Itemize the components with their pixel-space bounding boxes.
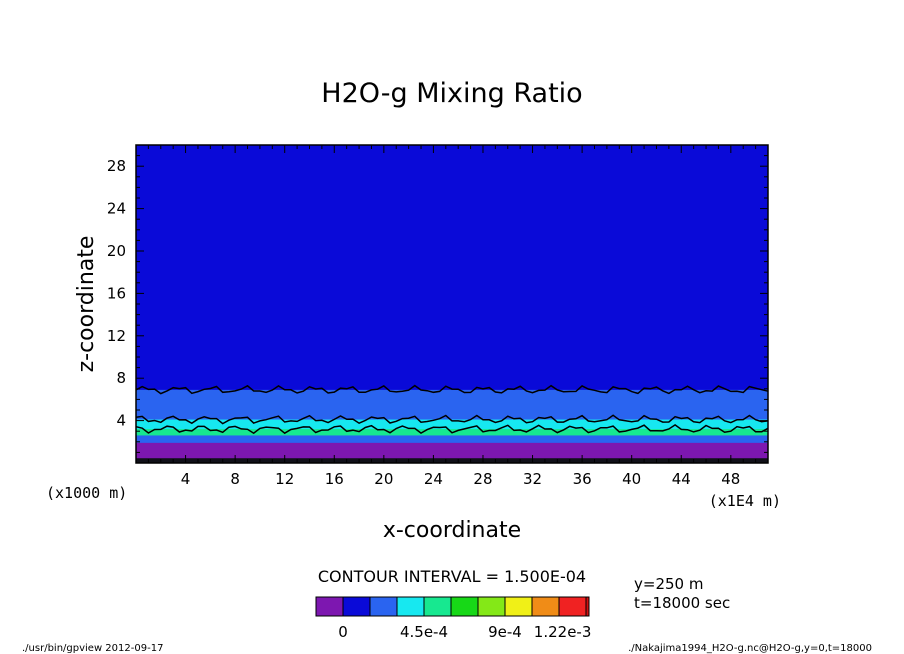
x-tick-label: 12 [275,470,294,488]
x-axis-label: x-coordinate [383,518,521,543]
y-tick-label: 12 [107,327,126,345]
contour-line-2 [135,423,769,435]
x-tick-label: 28 [473,470,492,488]
colorbar-swatch-6 [477,596,506,617]
x-tick-label: 16 [325,470,344,488]
colorbar-tick-label: 4.5e-4 [400,623,448,641]
colorbar-swatch-9 [558,596,587,617]
x-tick-label: 36 [573,470,592,488]
colorbar-swatch-8 [531,596,560,617]
x-axis-ticks: 4 8 12 16 20 24 28 32 36 40 44 48 [147,145,757,488]
colorbar-swatch-2 [369,596,398,617]
x-unit-label: (x1000 m) [46,484,127,502]
x-tick-label: 24 [424,470,443,488]
y-tick-label: 20 [107,242,126,260]
contour-line-1 [135,414,769,425]
contour-interval-label: CONTOUR INTERVAL = 1.500E-04 [318,567,586,586]
x-tick-label: 44 [672,470,691,488]
y-tick-label: 28 [107,157,126,175]
x-tick-label: 4 [181,470,191,488]
footer-left: ./usr/bin/gpview 2012-09-17 [22,643,163,654]
y-axis-ticks: 4 8 12 16 20 24 28 [107,155,768,453]
contour-layer-5 [136,442,768,463]
x-tick-label: 40 [622,470,641,488]
y-axis-label: z-coordinate [74,236,99,373]
colorbar-labels: 0 4.5e-4 9e-4 1.22e-3 [338,623,591,641]
colorbar [315,596,590,617]
y-tick-label: 8 [116,369,126,387]
x-tick-label: 32 [523,470,542,488]
colorbar-swatch-1 [342,596,371,617]
x-scale-note: (x1E4 m) [709,492,781,510]
x-tick-label: 20 [374,470,393,488]
y-tick-label: 4 [116,412,126,430]
x-tick-label: 8 [230,470,240,488]
contour-line-0 [135,384,769,395]
colorbar-overflow-cap [585,596,590,617]
colorbar-swatch-0 [315,596,344,617]
y-tick-label: 24 [107,200,126,218]
colorbar-swatch-7 [504,596,533,617]
colorbar-swatch-3 [396,596,425,617]
y-tick-label: 16 [107,284,126,302]
chart-title: H2O-g Mixing Ratio [321,78,582,109]
colorbar-swatch-4 [423,596,452,617]
y-info-annotation: y=250 m [634,575,703,593]
footer-right: ./Nakajima1994_H2O-g.nc@H2O-g,y=0,t=1800… [628,643,872,654]
x-tick-label: 48 [721,470,740,488]
t-info-annotation: t=18000 sec [634,594,730,612]
colorbar-tick-label: 1.22e-3 [534,623,592,641]
plot-area [135,144,769,464]
colorbar-swatch-5 [450,596,479,617]
colorbar-tick-label: 9e-4 [488,623,522,641]
contour-layer-surface [136,458,768,463]
colorbar-tick-label: 0 [338,623,348,641]
